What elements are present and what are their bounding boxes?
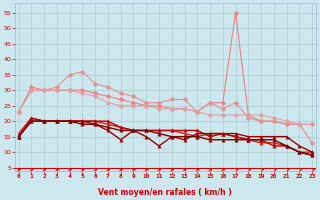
X-axis label: Vent moyen/en rafales ( km/h ): Vent moyen/en rafales ( km/h ) — [99, 188, 232, 197]
